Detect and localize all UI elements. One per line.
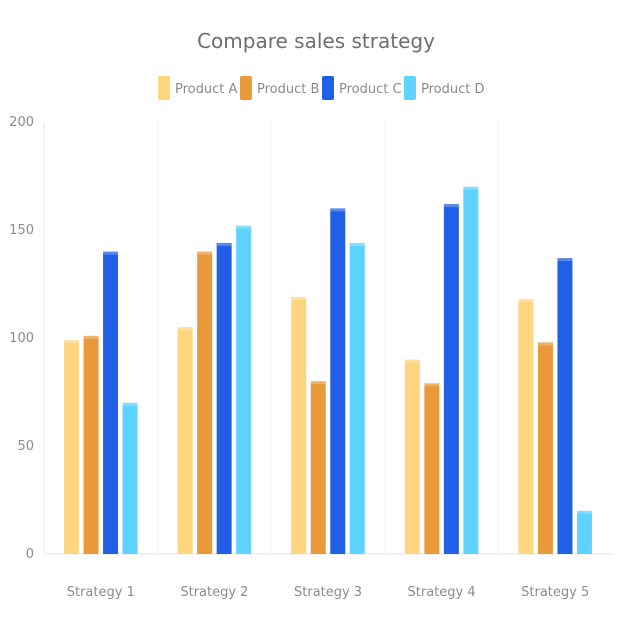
bar[interactable]: Product C — Strategy 5: 137 xyxy=(557,258,573,554)
bar[interactable]: Product C — Strategy 1: 140 xyxy=(103,251,119,554)
bar[interactable]: Product C — Strategy 3: 160 xyxy=(330,208,346,554)
y-axis: 0 50 100 150 200 xyxy=(9,115,45,562)
bars: Product A — Strategy 1: 99Product B — St… xyxy=(64,186,592,555)
bar-cap xyxy=(537,342,553,346)
bar-cap xyxy=(103,251,119,255)
bar-cap xyxy=(443,204,459,208)
x-axis: Strategy 1 Strategy 2 Strategy 3 Strategy 4… xyxy=(44,122,612,600)
bar[interactable]: Product B — Strategy 2: 140 xyxy=(197,251,213,554)
bar-cap xyxy=(404,359,420,363)
legend-label: Product B xyxy=(257,82,319,97)
legend: Product A Product B Product C Product D xyxy=(158,76,485,100)
bar[interactable]: Product B — Strategy 1: 101 xyxy=(83,335,99,554)
bar-cap xyxy=(197,251,213,255)
legend-swatch xyxy=(322,76,334,100)
bar-cap xyxy=(291,296,307,300)
bar[interactable]: Product D — Strategy 3: 144 xyxy=(349,242,365,554)
bar-cap xyxy=(424,383,440,387)
legend-swatch xyxy=(240,76,252,100)
x-tick-label: Strategy 5 xyxy=(521,585,589,600)
bar[interactable]: Product A — Strategy 3: 119 xyxy=(291,296,307,554)
bar-cap xyxy=(518,299,534,303)
bar-cap xyxy=(122,402,138,406)
legend-swatch xyxy=(404,76,416,100)
y-tick-label: 100 xyxy=(9,331,34,346)
legend-label: Product D xyxy=(421,82,485,97)
bar[interactable]: Product D — Strategy 2: 152 xyxy=(236,225,252,554)
bar[interactable]: Product D — Strategy 1: 70 xyxy=(122,402,138,554)
bar-cap xyxy=(310,381,326,385)
bar[interactable]: Product B — Strategy 4: 79 xyxy=(424,383,440,554)
legend-label: Product C xyxy=(339,82,402,97)
bar[interactable]: Product A — Strategy 5: 118 xyxy=(518,299,534,554)
bar[interactable]: Product A — Strategy 4: 90 xyxy=(404,359,420,554)
bar-cap xyxy=(177,327,193,331)
bar-cap xyxy=(216,242,232,246)
x-tick-label: Strategy 1 xyxy=(67,585,135,600)
y-tick-label: 200 xyxy=(9,115,34,130)
bar-cap xyxy=(349,242,365,246)
x-tick-label: Strategy 4 xyxy=(408,585,476,600)
legend-swatch xyxy=(158,76,170,100)
bar[interactable]: Product C — Strategy 2: 144 xyxy=(216,242,232,554)
bar-cap xyxy=(557,258,573,262)
bar-cap xyxy=(330,208,346,212)
bar-cap xyxy=(64,340,80,344)
chart-title: Compare sales strategy xyxy=(197,29,435,53)
legend-item[interactable]: Product C xyxy=(322,76,402,100)
bar[interactable]: Product A — Strategy 1: 99 xyxy=(64,340,80,554)
bar[interactable]: Product B — Strategy 3: 80 xyxy=(310,381,326,554)
bar[interactable]: Product D — Strategy 5: 20 xyxy=(576,510,592,554)
legend-item[interactable]: Product B xyxy=(240,76,319,100)
bar[interactable]: Product C — Strategy 4: 162 xyxy=(443,204,459,554)
legend-label: Product A xyxy=(175,82,237,97)
bar[interactable]: Product A — Strategy 2: 105 xyxy=(177,327,193,554)
x-tick-label: Strategy 3 xyxy=(294,585,362,600)
x-tick-label: Strategy 2 xyxy=(180,585,248,600)
y-tick-label: 50 xyxy=(17,439,34,454)
bar[interactable]: Product D — Strategy 4: 170 xyxy=(463,186,479,555)
bar-cap xyxy=(463,186,479,190)
bar-cap xyxy=(83,335,99,339)
bar[interactable]: Product B — Strategy 5: 98 xyxy=(537,342,553,554)
y-tick-label: 150 xyxy=(9,223,34,238)
y-tick-label: 0 xyxy=(26,547,34,562)
bar-cap xyxy=(576,510,592,514)
bar-cap xyxy=(236,225,252,229)
legend-item[interactable]: Product D xyxy=(404,76,485,100)
legend-item[interactable]: Product A xyxy=(158,76,237,100)
